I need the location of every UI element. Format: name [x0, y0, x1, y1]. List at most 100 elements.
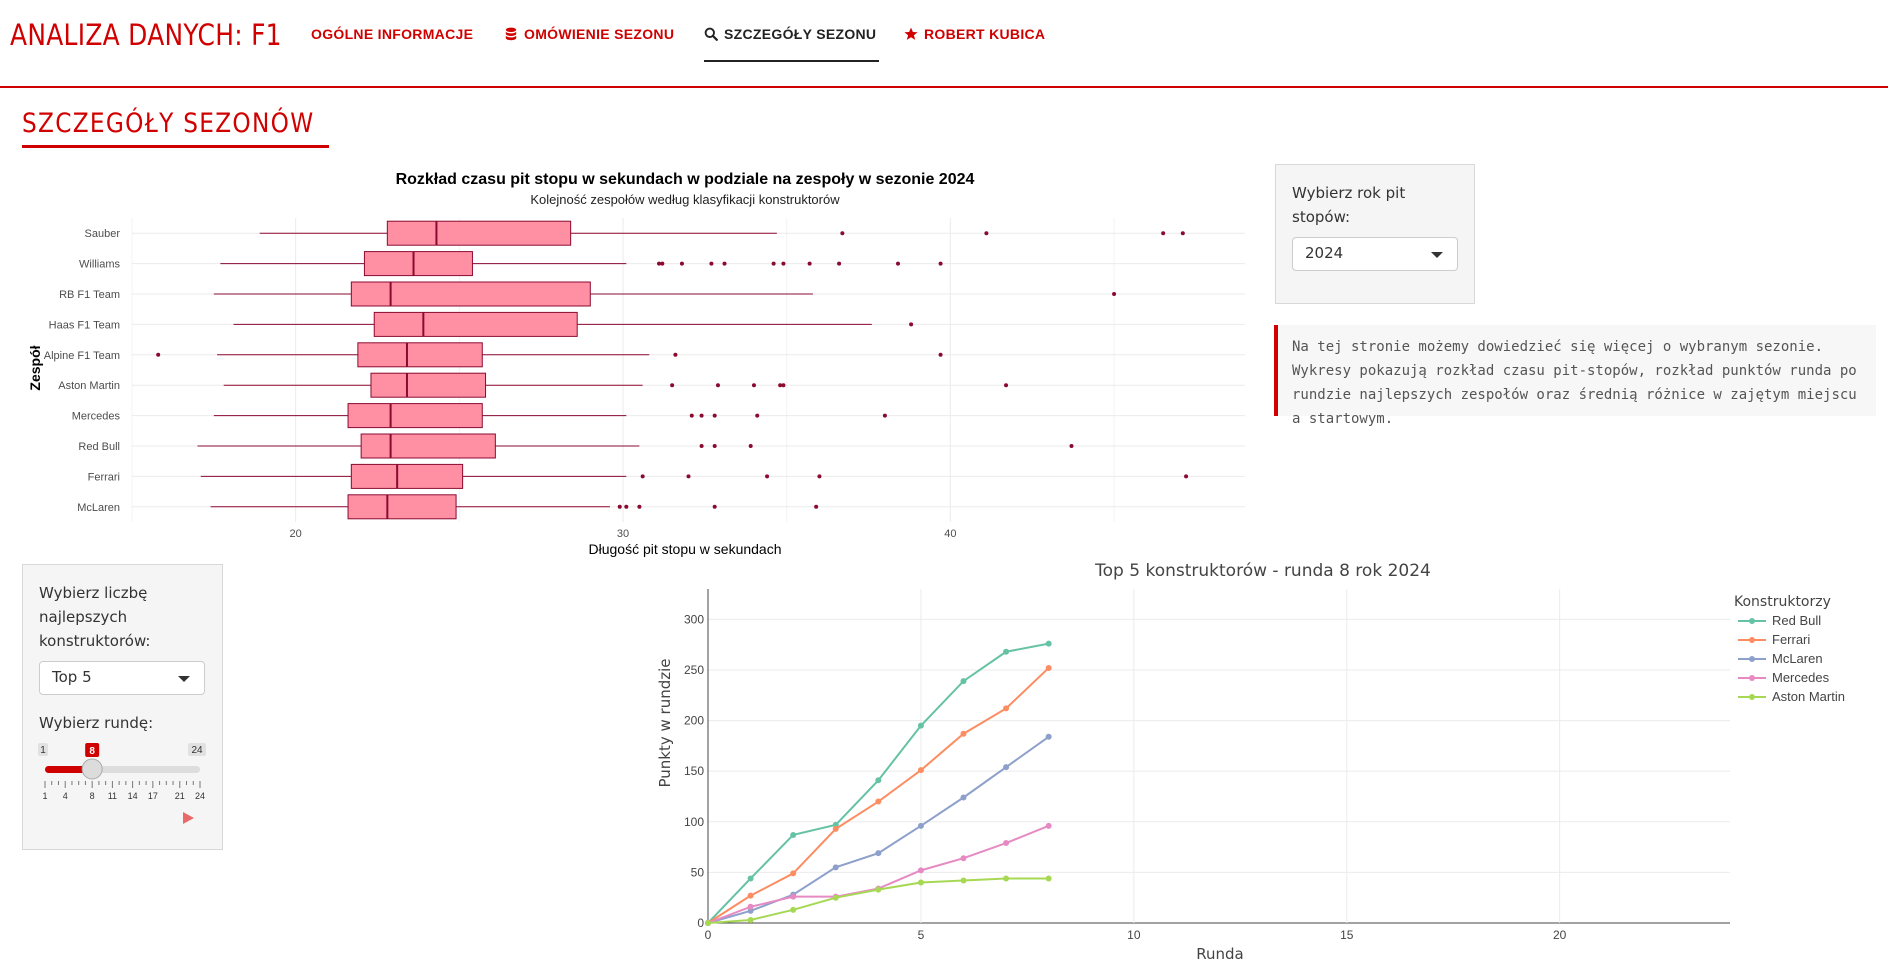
series-point[interactable] — [960, 794, 967, 801]
series-point[interactable] — [832, 864, 839, 871]
boxplot-outlier — [765, 474, 770, 479]
boxplot-box — [350, 463, 464, 489]
boxplot-outlier — [715, 383, 720, 388]
boxplot-x-axis-label: Długość pit stopu w sekundach — [589, 541, 782, 557]
boxplot-team-label: RB F1 Team — [59, 289, 120, 301]
boxplot-outlier — [617, 504, 622, 509]
legend-item-label[interactable]: McLaren — [1772, 651, 1823, 666]
slider-min-badge — [38, 743, 48, 756]
boxplot-outlier — [778, 383, 783, 388]
boxplot-outlier — [1161, 231, 1166, 236]
series-point[interactable] — [790, 906, 797, 913]
line-chart-y-tick-label: 200 — [684, 714, 704, 728]
tab-season-overview[interactable]: OMÓWIENIE SEZONU — [504, 26, 674, 62]
series-point[interactable] — [960, 730, 967, 737]
slider-tick-label: 24 — [195, 791, 205, 801]
year-select[interactable]: 2024 — [1292, 237, 1458, 271]
series-point[interactable] — [917, 767, 924, 774]
series-point[interactable] — [747, 916, 754, 923]
series-point[interactable] — [875, 777, 882, 784]
series-point[interactable] — [1003, 648, 1010, 655]
series-point[interactable] — [1003, 840, 1010, 847]
series-point[interactable] — [747, 875, 754, 882]
line-chart-y-tick-label: 300 — [684, 612, 704, 626]
series-point[interactable] — [790, 870, 797, 877]
boxplot-outlier — [751, 383, 756, 388]
series-point[interactable] — [1045, 664, 1052, 671]
series-point[interactable] — [917, 722, 924, 729]
series-point[interactable] — [875, 886, 882, 893]
slider-handle[interactable] — [81, 758, 103, 780]
series-line — [707, 667, 1050, 924]
year-select-value: 2024 — [1305, 244, 1344, 262]
line-chart-y-tick-label: 100 — [684, 815, 704, 829]
series-point[interactable] — [1045, 875, 1052, 882]
series-point[interactable] — [960, 877, 967, 884]
search-icon — [704, 27, 718, 41]
boxplot-x-tick-label: 20 — [290, 528, 302, 540]
series-point[interactable] — [1045, 640, 1052, 647]
boxplot-box — [347, 403, 483, 429]
pitstop-boxplot-chart[interactable]: Rozkład czasu pit stopu w sekundach w po… — [20, 160, 1250, 565]
series-point[interactable] — [832, 894, 839, 901]
tab-general-info[interactable]: OGÓLNE INFORMACJE — [311, 26, 473, 62]
tab-season-details[interactable]: SZCZEGÓŁY SEZONU — [704, 26, 880, 62]
boxplot-outlier — [712, 504, 717, 509]
series-point[interactable] — [960, 855, 967, 862]
boxplot-team-labels: Sauber Williams RB F1 Team Haas F1 Team Alpi… — [44, 228, 121, 514]
boxplot-outlier — [657, 261, 662, 266]
legend-item-label[interactable]: Red Bull — [1772, 613, 1821, 628]
series-point[interactable] — [875, 798, 882, 805]
series-point[interactable] — [960, 678, 967, 685]
series-point[interactable] — [1045, 822, 1052, 829]
line-chart-title: Top 5 konstruktorów - runda 8 rok 2024 — [1094, 561, 1431, 581]
boxplot-title: Rozkład czasu pit stopu w sekundach w po… — [396, 171, 975, 188]
legend-title: Konstruktorzy — [1734, 594, 1831, 610]
series-point[interactable] — [875, 850, 882, 857]
series-line — [707, 642, 1049, 924]
series-line — [707, 877, 1049, 924]
series-point[interactable] — [917, 879, 924, 886]
series-point[interactable] — [1003, 764, 1010, 771]
slider-min-label: 1 — [40, 745, 46, 756]
boxplot-outlier — [814, 504, 819, 509]
info-callout: Na tej stronie możemy dowiedzieć się wię… — [1274, 325, 1876, 427]
series-point[interactable] — [1045, 733, 1052, 740]
legend-item-label[interactable]: Mercedes — [1772, 670, 1830, 685]
tab-robert-kubica-label: ROBERT KUBICA — [924, 26, 1046, 42]
boxplot-outlier — [686, 474, 691, 479]
line-chart-legend[interactable]: Konstruktorzy Red Bull Ferrari McLaren Merc… — [1734, 594, 1845, 704]
boxplot-team-label: McLaren — [77, 502, 120, 514]
series-point[interactable] — [747, 903, 754, 910]
series-point[interactable] — [790, 893, 797, 900]
slider-tick-label: 17 — [148, 791, 158, 801]
points-line-chart[interactable]: Top 5 konstruktorów - runda 8 rok 2024 0… — [640, 553, 1880, 965]
series-point[interactable] — [1003, 705, 1010, 712]
boxplot-outlier — [840, 231, 845, 236]
series-point[interactable] — [917, 822, 924, 829]
brand-title[interactable]: ANALIZA DANYCH: F1 — [10, 18, 282, 52]
legend-item-label[interactable]: Ferrari — [1772, 632, 1810, 647]
constructors-select[interactable]: Top 5 — [39, 661, 205, 695]
series-point[interactable] — [705, 920, 711, 926]
legend-item-label[interactable]: Aston Martin — [1772, 689, 1845, 704]
series-point[interactable] — [832, 825, 839, 832]
boxplot-team-label: Williams — [79, 259, 120, 271]
boxplot-outlier — [748, 444, 753, 448]
series-point[interactable] — [747, 892, 754, 899]
boxplot-outlier — [640, 474, 645, 479]
line-chart-x-axis-label: Runda — [1196, 945, 1243, 963]
series-point[interactable] — [917, 867, 924, 874]
boxplot-team-label: Sauber — [85, 228, 121, 240]
play-icon[interactable] — [183, 812, 194, 824]
tab-robert-kubica[interactable]: ROBERT KUBICA — [904, 26, 1045, 62]
slider-tick-label: 21 — [175, 791, 185, 801]
boxplot-outlier — [755, 413, 760, 418]
series-point[interactable] — [1003, 875, 1010, 882]
series-point[interactable] — [790, 831, 797, 838]
boxplot-box — [357, 342, 483, 368]
round-slider[interactable]: 1 24 8 1 4 8 11 14 17 21 24 — [33, 743, 213, 833]
boxplot-box — [360, 433, 496, 459]
boxplot-outlier — [1180, 231, 1185, 236]
line-chart-y-axis-label: Punkty w rundzie — [656, 658, 674, 787]
